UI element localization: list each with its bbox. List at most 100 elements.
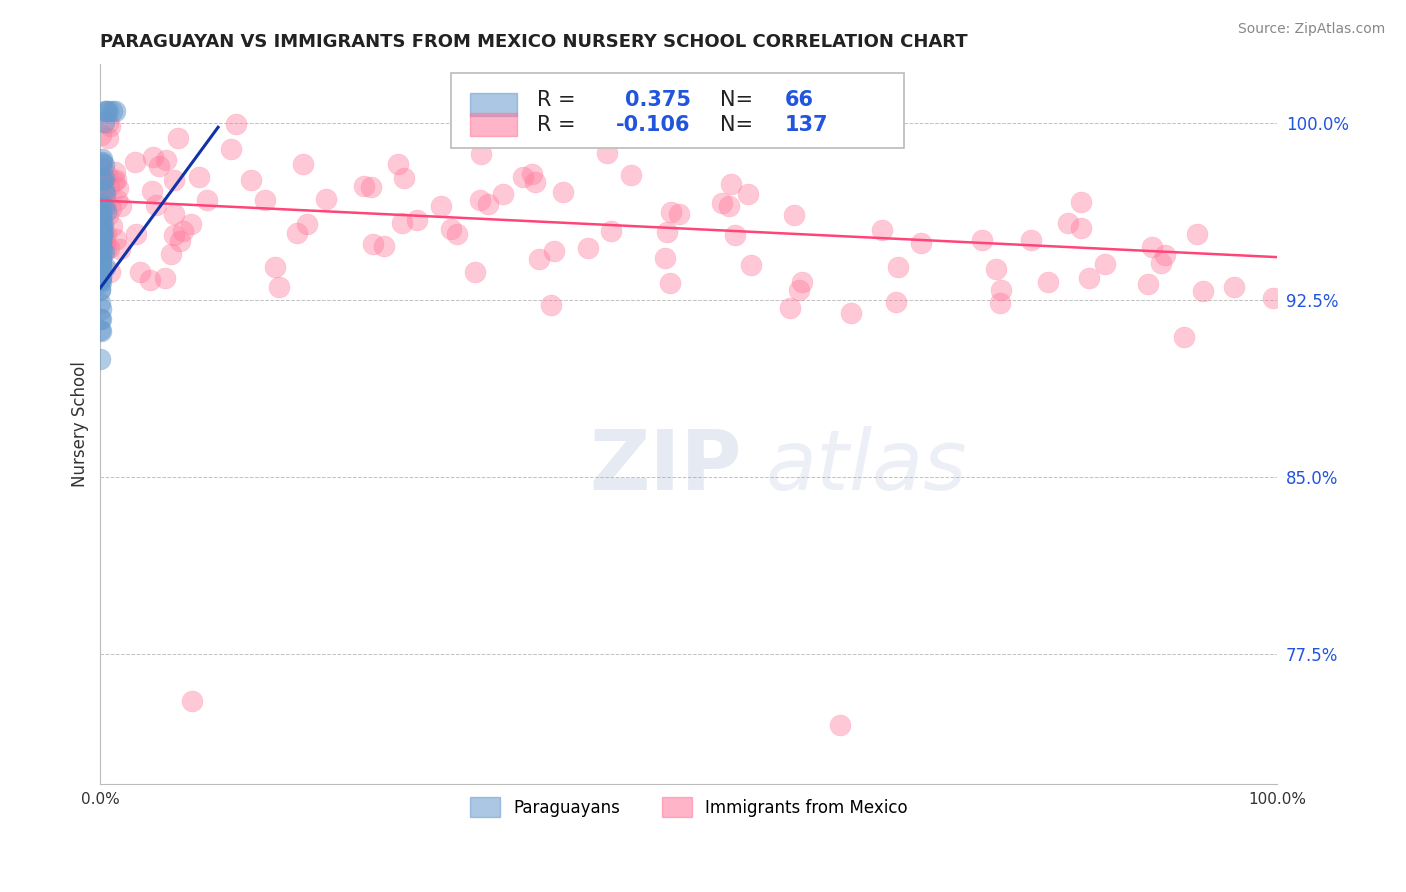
Point — [90, 254, 112, 268]
Point — [91, 230, 114, 244]
Point — [155, 153, 177, 168]
Point — [392, 171, 415, 186]
Point — [89, 264, 111, 278]
Point — [1094, 257, 1116, 271]
Point — [89, 217, 111, 231]
Point — [779, 301, 801, 315]
Point — [93, 176, 115, 190]
Point — [166, 131, 188, 145]
Point — [430, 199, 453, 213]
Point — [90, 224, 112, 238]
Point — [886, 260, 908, 274]
Text: N=: N= — [720, 115, 759, 135]
Point — [668, 207, 690, 221]
Point — [576, 241, 599, 255]
Point — [654, 252, 676, 266]
Point — [361, 236, 384, 251]
Text: ZIP: ZIP — [589, 426, 741, 508]
Point — [105, 173, 128, 187]
Point — [225, 117, 247, 131]
Point — [90, 174, 112, 188]
Point — [1070, 194, 1092, 209]
Point — [153, 271, 176, 285]
Point — [263, 260, 285, 275]
Point — [103, 174, 125, 188]
Point — [172, 224, 194, 238]
Point — [100, 201, 122, 215]
Point — [512, 170, 534, 185]
Point — [89, 272, 111, 286]
Point — [89, 203, 111, 218]
Point — [90, 276, 112, 290]
Y-axis label: Nursery School: Nursery School — [72, 360, 89, 486]
Point — [90, 301, 112, 316]
Point — [125, 227, 148, 241]
Text: PARAGUAYAN VS IMMIGRANTS FROM MEXICO NURSERY SCHOOL CORRELATION CHART: PARAGUAYAN VS IMMIGRANTS FROM MEXICO NUR… — [100, 33, 967, 51]
Point — [93, 170, 115, 185]
Point — [180, 217, 202, 231]
Point — [91, 173, 114, 187]
Point — [89, 282, 111, 296]
Point — [1057, 216, 1080, 230]
Point — [711, 195, 734, 210]
Point — [105, 232, 128, 246]
Point — [89, 212, 111, 227]
Point — [315, 192, 337, 206]
Point — [91, 219, 114, 233]
Point — [89, 296, 111, 310]
Point — [295, 217, 318, 231]
Point — [89, 264, 111, 278]
Point — [90, 184, 112, 198]
Point — [90, 263, 112, 277]
Point — [783, 208, 806, 222]
Point — [195, 194, 218, 208]
Point — [129, 265, 152, 279]
Point — [91, 162, 114, 177]
Point — [360, 180, 382, 194]
Point — [90, 128, 112, 143]
Point — [90, 226, 112, 240]
Point — [828, 717, 851, 731]
Point — [93, 103, 115, 118]
Point — [96, 242, 118, 256]
Point — [94, 260, 117, 274]
Point — [89, 228, 111, 243]
Point — [529, 252, 551, 266]
Point — [353, 179, 375, 194]
Point — [90, 172, 112, 186]
Point — [91, 208, 114, 222]
Point — [89, 235, 111, 249]
Point — [110, 199, 132, 213]
Point — [1077, 271, 1099, 285]
Point — [787, 283, 810, 297]
Point — [90, 234, 112, 248]
Point — [96, 208, 118, 222]
Point — [657, 225, 679, 239]
Point — [990, 283, 1012, 297]
Point — [285, 226, 308, 240]
Point — [1223, 280, 1246, 294]
Point — [596, 146, 619, 161]
Text: -0.106: -0.106 — [616, 115, 690, 135]
Point — [141, 184, 163, 198]
Point — [1137, 277, 1160, 291]
Point — [89, 273, 111, 287]
Point — [1149, 256, 1171, 270]
Point — [90, 235, 112, 250]
Point — [94, 203, 117, 218]
Text: R =: R = — [537, 115, 582, 135]
Point — [464, 265, 486, 279]
Point — [373, 239, 395, 253]
Point — [101, 219, 124, 233]
Point — [470, 146, 492, 161]
Point — [94, 235, 117, 249]
Point — [94, 187, 117, 202]
Point — [91, 243, 114, 257]
Point — [124, 155, 146, 169]
Point — [872, 222, 894, 236]
Point — [107, 194, 129, 208]
Point — [89, 324, 111, 338]
Point — [163, 227, 186, 242]
Point — [91, 217, 114, 231]
Point — [737, 187, 759, 202]
